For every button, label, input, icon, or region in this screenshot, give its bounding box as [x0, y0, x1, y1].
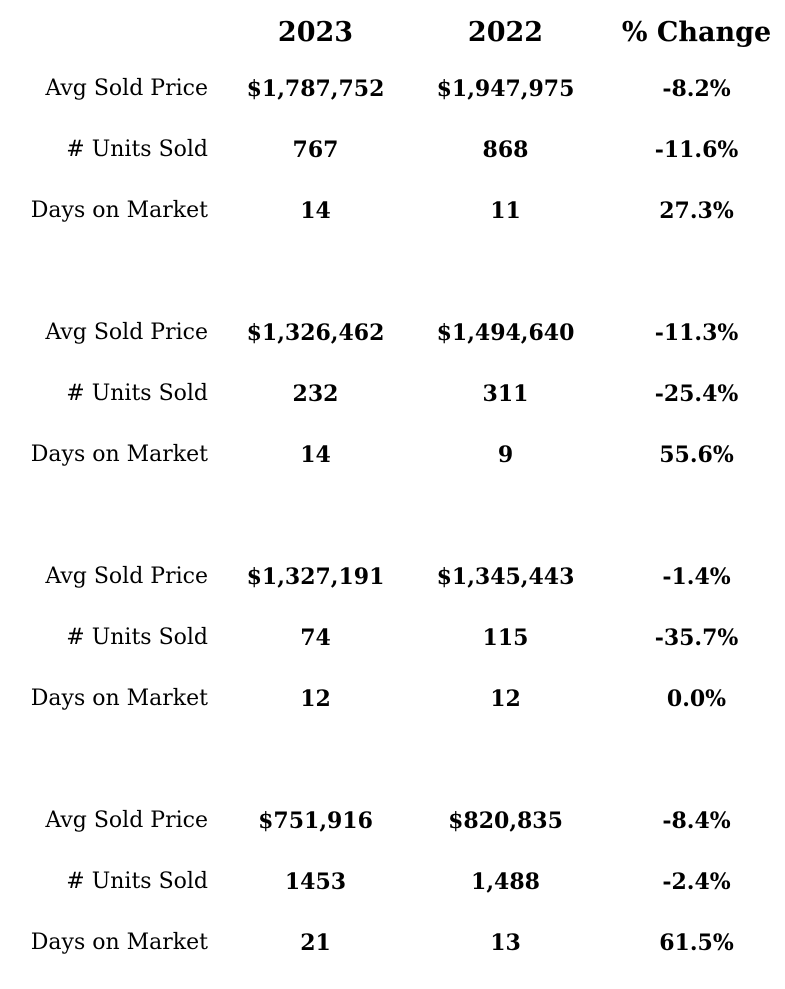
row-label: Avg Sold Price	[45, 808, 208, 833]
group-spacer	[0, 241, 785, 302]
value-pct-change: -11.6%	[654, 136, 739, 163]
table-row: Days on Market 14 9 55.6%	[0, 424, 785, 485]
group-spacer	[0, 729, 785, 790]
value-pct-change: -25.4%	[654, 380, 739, 407]
value-2023: $1,326,462	[246, 319, 385, 346]
value-pct-change: -11.3%	[654, 319, 739, 346]
value-pct-change: 61.5%	[659, 929, 734, 956]
value-2022: 1,488	[471, 868, 540, 895]
value-2023: 767	[292, 136, 339, 163]
value-2022: 13	[490, 929, 521, 956]
table-row: # Units Sold 74 115 -35.7%	[0, 607, 785, 668]
value-pct-change: -2.4%	[662, 868, 731, 895]
row-label: # Units Sold	[66, 381, 208, 406]
value-2022: $1,345,443	[436, 563, 575, 590]
value-2023: $751,916	[258, 807, 373, 834]
group-spacer	[0, 485, 785, 546]
value-2023: 14	[300, 197, 331, 224]
value-2022: 11	[490, 197, 521, 224]
column-header-pct-change: % Change	[621, 16, 772, 48]
row-label: # Units Sold	[66, 625, 208, 650]
value-2023: 232	[292, 380, 339, 407]
row-label: Avg Sold Price	[45, 76, 208, 101]
row-label: Avg Sold Price	[45, 564, 208, 589]
value-pct-change: -35.7%	[654, 624, 739, 651]
row-label: Days on Market	[30, 198, 208, 223]
value-2023: 74	[300, 624, 331, 651]
value-2022: 868	[482, 136, 529, 163]
row-label: # Units Sold	[66, 137, 208, 162]
table-row: # Units Sold 232 311 -25.4%	[0, 363, 785, 424]
row-label: # Units Sold	[66, 869, 208, 894]
value-pct-change: -8.4%	[662, 807, 731, 834]
value-2023: $1,787,752	[246, 75, 385, 102]
table-row: Days on Market 21 13 61.5%	[0, 912, 785, 973]
value-2023: $1,327,191	[246, 563, 385, 590]
table-row: # Units Sold 1453 1,488 -2.4%	[0, 851, 785, 912]
value-pct-change: -8.2%	[662, 75, 731, 102]
value-pct-change: 55.6%	[659, 441, 734, 468]
value-2022: $1,947,975	[436, 75, 575, 102]
value-2022: $820,835	[448, 807, 563, 834]
column-header-2022: 2022	[467, 16, 544, 48]
table-row: Avg Sold Price $1,327,191 $1,345,443 -1.…	[0, 546, 785, 607]
table-row: Avg Sold Price $1,787,752 $1,947,975 -8.…	[0, 58, 785, 119]
table-row: Avg Sold Price $751,916 $820,835 -8.4%	[0, 790, 785, 851]
value-2022: 115	[482, 624, 529, 651]
value-2022: 12	[490, 685, 521, 712]
value-2023: 1453	[284, 868, 347, 895]
value-2023: 21	[300, 929, 331, 956]
table-row: # Units Sold 767 868 -11.6%	[0, 119, 785, 180]
table-row: Days on Market 12 12 0.0%	[0, 668, 785, 729]
value-2022: $1,494,640	[436, 319, 575, 346]
value-pct-change: 27.3%	[659, 197, 734, 224]
row-label: Days on Market	[30, 442, 208, 467]
value-pct-change: -1.4%	[662, 563, 731, 590]
value-2022: 311	[482, 380, 529, 407]
row-label: Days on Market	[30, 686, 208, 711]
row-label: Avg Sold Price	[45, 320, 208, 345]
row-label: Days on Market	[30, 930, 208, 955]
table-header-row: 2023 2022 % Change	[0, 6, 785, 58]
value-pct-change: 0.0%	[666, 685, 727, 712]
value-2023: 14	[300, 441, 331, 468]
table-row: Days on Market 14 11 27.3%	[0, 180, 785, 241]
value-2022: 9	[497, 441, 514, 468]
column-header-2023: 2023	[277, 16, 354, 48]
value-2023: 12	[300, 685, 331, 712]
table-row: Avg Sold Price $1,326,462 $1,494,640 -11…	[0, 302, 785, 363]
